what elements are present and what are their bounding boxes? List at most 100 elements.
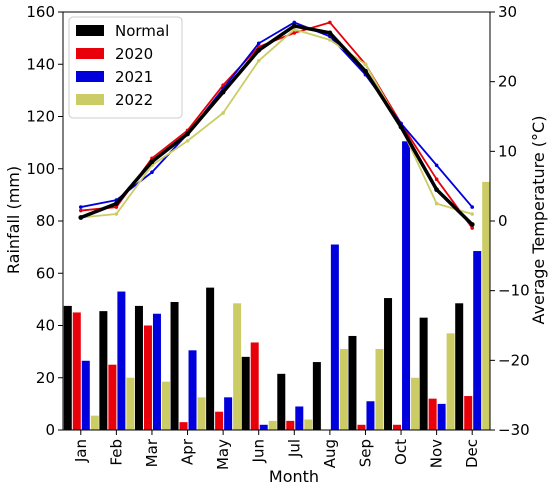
bar-2021-Nov [437, 403, 446, 430]
point-2021-Dec [470, 205, 475, 209]
point-2022-Jun [256, 58, 261, 63]
y-right-tick-label: −30 [498, 421, 530, 439]
bar-Normal-Mar [134, 305, 143, 430]
bar-2022-Jun [268, 420, 277, 430]
y-left-tick-label: 40 [36, 317, 55, 335]
point-2020-Dec [470, 226, 475, 230]
point-Normal-Sep [363, 68, 368, 74]
bar-2021-Jun [259, 424, 268, 430]
legend-swatch-2020 [76, 48, 104, 59]
point-2020-Jan [78, 208, 83, 213]
y-axis-left-title: Rainfall (mm) [4, 166, 23, 274]
x-tick-label-Feb: Feb [107, 439, 125, 466]
bar-2022-Sep [375, 349, 384, 430]
bar-2020-Jan [72, 312, 81, 430]
y-axis-left: 0 20 40 60 80 100 120 140 160 [26, 3, 63, 439]
bar-2020-Dec [464, 396, 473, 430]
point-Normal-Feb [113, 201, 119, 206]
y-left-tick-label: 60 [36, 264, 55, 282]
x-tick-label-May: May [214, 439, 232, 470]
bar-2020-Apr [179, 422, 188, 430]
point-Normal-Apr [185, 131, 190, 137]
bar-Normal-Aug [312, 362, 321, 430]
bar-2020-Jul [286, 420, 295, 430]
bar-2022-Apr [197, 397, 206, 430]
point-2020-Jul [292, 31, 297, 35]
legend-label-2022: 2022 [115, 91, 153, 109]
point-2022-Nov [434, 201, 439, 206]
legend-swatch-2021 [76, 71, 104, 82]
bar-2022-Feb [126, 377, 135, 430]
bar-2021-Apr [188, 350, 197, 430]
bar-2022-Mar [161, 381, 170, 430]
bar-2021-May [224, 397, 233, 430]
x-tick-label-Jul: Jul [285, 439, 303, 458]
x-tick-label-Sep: Sep [356, 439, 374, 467]
y-left-tick-label: 0 [45, 421, 55, 439]
point-Normal-May [220, 89, 226, 95]
point-2022-Aug [328, 38, 332, 42]
point-Normal-Jul [291, 23, 297, 29]
bar-Normal-Jul [277, 373, 286, 430]
y-axis-right: −30 −20 −10 0 10 20 30 [490, 3, 530, 439]
y-left-tick-label: 20 [36, 369, 55, 387]
legend-swatch-2022 [76, 94, 104, 105]
point-2021-Jan [78, 205, 83, 209]
bar-2021-Feb [117, 291, 126, 430]
bar-2020-Sep [357, 424, 366, 430]
bar-Normal-Feb [99, 311, 108, 430]
legend-box [68, 16, 183, 119]
y-left-tick-label: 80 [36, 212, 55, 230]
bar-Normal-Jan [63, 305, 72, 430]
line-Normal [80, 24, 474, 226]
bar-2021-Jan [81, 360, 90, 430]
bar-2020-Feb [108, 364, 117, 430]
bar-2022-Nov [446, 333, 455, 430]
bar-2022-Dec [482, 181, 491, 430]
x-tick-label-Jan: Jan [72, 439, 90, 463]
point-Normal-Jan [78, 215, 84, 220]
point-Normal-Jun [256, 47, 262, 53]
bar-2022-Aug [339, 349, 348, 430]
bar-2020-Mar [143, 325, 152, 430]
bar-2022-Jul [304, 419, 313, 430]
legend-label-Normal: Normal [115, 22, 169, 40]
bar-2020-May [215, 411, 224, 430]
bar-2021-Oct [402, 141, 411, 430]
x-tick-label-Oct: Oct [392, 439, 410, 465]
bar-Normal-Apr [170, 301, 179, 430]
point-Normal-Aug [327, 30, 333, 36]
legend-label-2020: 2020 [115, 45, 153, 63]
point-Normal-Nov [434, 187, 440, 193]
point-2022-Apr [185, 139, 190, 143]
x-axis-title: Month [269, 467, 319, 486]
y-right-tick-label: 20 [498, 73, 517, 91]
bar-2022-Jan [90, 415, 99, 430]
y-axis-right-title: Average Temperature (°C) [529, 116, 548, 325]
point-2021-Jun [256, 41, 261, 46]
bar-Normal-Dec [455, 303, 464, 430]
legend-label-2021: 2021 [115, 68, 153, 86]
bar-2022-May [233, 303, 242, 430]
point-Normal-Mar [149, 159, 155, 165]
y-right-tick-label: 30 [498, 3, 517, 21]
bar-2021-Jul [295, 406, 304, 430]
bar-Normal-Jun [241, 356, 250, 430]
y-left-tick-label: 120 [26, 108, 55, 126]
bar-Normal-Nov [419, 317, 428, 430]
y-right-tick-label: 10 [498, 142, 517, 160]
x-tick-label-Apr: Apr [179, 438, 197, 465]
point-2022-May [221, 111, 225, 115]
x-axis: Jan Feb Mar Apr May Jun Jul Aug Sep Oct Nov Dec [72, 430, 481, 470]
point-2020-Feb [114, 205, 119, 209]
bar-2020-Nov [428, 398, 437, 430]
point-2022-Dec [470, 212, 475, 216]
bar-2020-Oct [393, 424, 402, 430]
point-Normal-Dec [469, 222, 475, 227]
x-tick-label-Dec: Dec [463, 439, 481, 468]
point-2021-Jul [292, 20, 297, 25]
legend: Normal 2020 2021 2022 [68, 16, 183, 119]
bar-Normal-Sep [348, 335, 357, 430]
y-right-tick-label: −10 [498, 282, 530, 300]
x-tick-label-Jun: Jun [250, 439, 268, 463]
